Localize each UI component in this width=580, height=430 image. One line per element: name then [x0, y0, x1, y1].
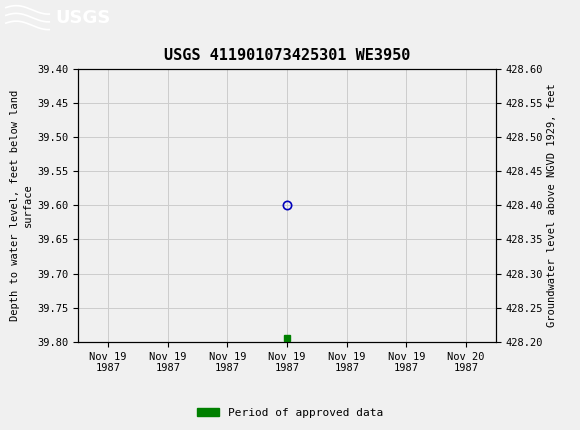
Y-axis label: Depth to water level, feet below land
surface: Depth to water level, feet below land su… — [10, 90, 33, 321]
Legend: Period of approved data: Period of approved data — [193, 403, 387, 422]
Y-axis label: Groundwater level above NGVD 1929, feet: Groundwater level above NGVD 1929, feet — [548, 83, 557, 327]
Title: USGS 411901073425301 WE3950: USGS 411901073425301 WE3950 — [164, 49, 410, 64]
Text: USGS: USGS — [55, 9, 110, 27]
